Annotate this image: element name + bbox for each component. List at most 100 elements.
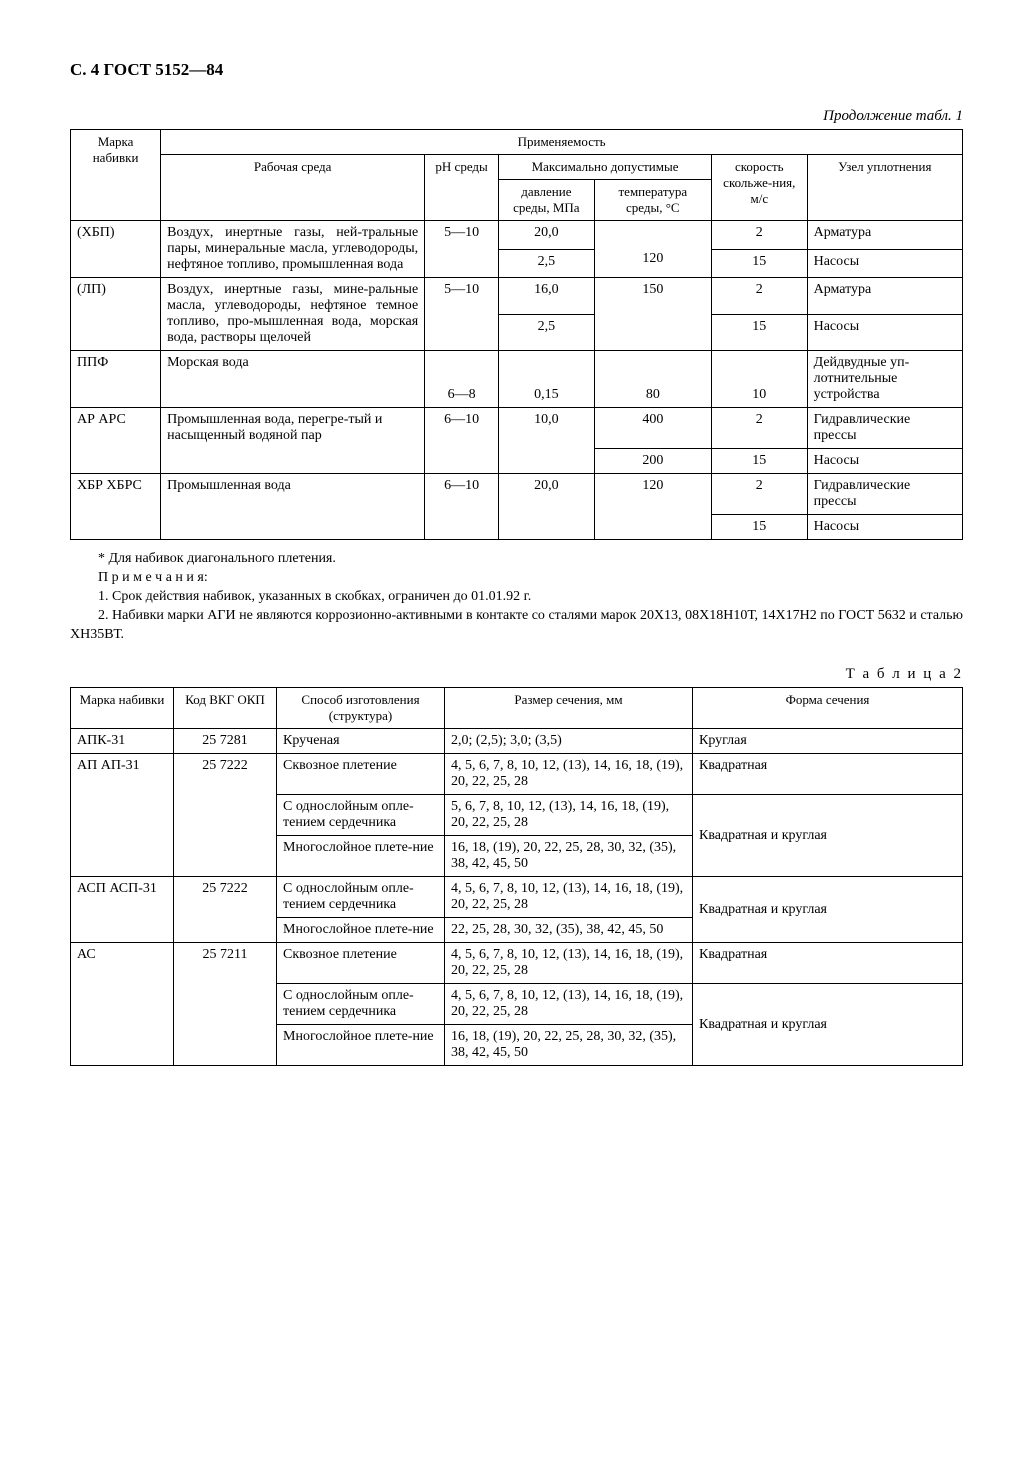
t2-th-method: Способ изготовления (структура) — [277, 688, 445, 729]
cell: (ЛП) — [71, 278, 161, 351]
cell: ППФ — [71, 351, 161, 408]
note-1: 1. Срок действия набивок, указанных в ск… — [70, 588, 963, 607]
cell: (ХБП) — [71, 221, 161, 278]
cell: 20,0 — [499, 221, 595, 250]
cell: С однослойным опле-тением сердечника — [277, 984, 445, 1025]
cell: 4, 5, 6, 7, 8, 10, 12, (13), 14, 16, 18,… — [445, 877, 693, 918]
cell: АР АРС — [71, 408, 161, 474]
note-star: * Для набивок диагонального плетения. — [70, 550, 963, 569]
cell: 5, 6, 7, 8, 10, 12, (13), 14, 16, 18, (1… — [445, 795, 693, 836]
cell: Промышленная вода, перегре-тый и насыщен… — [161, 408, 425, 474]
cell: 6—10 — [425, 474, 499, 540]
cell: ХБР ХБРС — [71, 474, 161, 540]
th-medium: Рабочая среда — [161, 155, 425, 221]
th-speed: скорость скольже-ния, м/с — [711, 155, 807, 221]
cell: 6—8 — [425, 351, 499, 408]
table2: Марка набивки Код ВКГ ОКП Способ изготов… — [70, 687, 963, 1066]
t2-th-shape: Форма сечения — [693, 688, 963, 729]
th-unit: Узел уплотнения — [807, 155, 962, 221]
cell: 2 — [711, 408, 807, 449]
table2-caption: Т а б л и ц а 2 — [70, 666, 963, 683]
cell: 5—10 — [425, 221, 499, 278]
cell: 2,5 — [499, 249, 595, 278]
cell: 20,0 — [499, 474, 595, 540]
cell: 2 — [711, 221, 807, 250]
cell: Круглая — [693, 729, 963, 754]
th-applicability: Применяемость — [161, 130, 963, 155]
cell: Промышленная вода — [161, 474, 425, 540]
cell: 2,0; (2,5); 3,0; (3,5) — [445, 729, 693, 754]
cell: 25 7222 — [174, 754, 277, 877]
cell: Квадратная и круглая — [693, 984, 963, 1066]
cell: 150 — [594, 278, 711, 351]
cell: Квадратная и круглая — [693, 795, 963, 877]
page-header: С. 4 ГОСТ 5152—84 — [70, 60, 963, 80]
cell: 2 — [711, 278, 807, 315]
cell: АС — [71, 943, 174, 1066]
cell: 5—10 — [425, 278, 499, 351]
cell: Гидравлические прессы — [807, 408, 962, 449]
th-brand: Марка набивки — [71, 130, 161, 221]
cell: 22, 25, 28, 30, 32, (35), 38, 42, 45, 50 — [445, 918, 693, 943]
cell: 15 — [711, 249, 807, 278]
t2-th-brand: Марка набивки — [71, 688, 174, 729]
cell: АСП АСП-31 — [71, 877, 174, 943]
cell: Арматура — [807, 221, 962, 250]
cell: 15 — [711, 314, 807, 351]
cell: Дейдвудные уп-лотнительные устройства — [807, 351, 962, 408]
notes-block: * Для набивок диагонального плетения. П … — [70, 550, 963, 644]
cell: 4, 5, 6, 7, 8, 10, 12, (13), 14, 16, 18,… — [445, 754, 693, 795]
cell: 25 7222 — [174, 877, 277, 943]
cell: 4, 5, 6, 7, 8, 10, 12, (13), 14, 16, 18,… — [445, 984, 693, 1025]
t2-th-code: Код ВКГ ОКП — [174, 688, 277, 729]
cell: 400 — [594, 408, 711, 449]
cell: АП АП-31 — [71, 754, 174, 877]
table1-caption: Продолжение табл. 1 — [70, 108, 963, 125]
cell: 120 — [594, 474, 711, 540]
cell: 0,15 — [499, 351, 595, 408]
cell: С однослойным опле-тением сердечника — [277, 795, 445, 836]
th-ph: pH среды — [425, 155, 499, 221]
t2-th-size: Размер сечения, мм — [445, 688, 693, 729]
cell: С однослойным опле-тением сердечника — [277, 877, 445, 918]
cell: АПК-31 — [71, 729, 174, 754]
cell: 2 — [711, 474, 807, 515]
th-temp: температура среды, °С — [594, 180, 711, 221]
cell: 16,0 — [499, 278, 595, 315]
cell: 25 7281 — [174, 729, 277, 754]
cell: Насосы — [807, 515, 962, 540]
cell: Квадратная — [693, 943, 963, 984]
cell: Воздух, инертные газы, ней-тральные пары… — [161, 221, 425, 278]
cell: Сквозное плетение — [277, 943, 445, 984]
cell: Квадратная — [693, 754, 963, 795]
cell: Многослойное плете-ние — [277, 836, 445, 877]
note-2: 2. Набивки марки АГИ не являются коррози… — [70, 607, 963, 645]
cell: Насосы — [807, 449, 962, 474]
cell: Морская вода — [161, 351, 425, 408]
cell: Насосы — [807, 314, 962, 351]
cell: 15 — [711, 515, 807, 540]
cell: Сквозное плетение — [277, 754, 445, 795]
cell: 16, 18, (19), 20, 22, 25, 28, 30, 32, (3… — [445, 836, 693, 877]
cell: 4, 5, 6, 7, 8, 10, 12, (13), 14, 16, 18,… — [445, 943, 693, 984]
cell: 120 — [594, 221, 711, 278]
cell: Арматура — [807, 278, 962, 315]
cell: 25 7211 — [174, 943, 277, 1066]
cell: 200 — [594, 449, 711, 474]
cell: 80 — [594, 351, 711, 408]
cell: Многослойное плете-ние — [277, 918, 445, 943]
cell: 2,5 — [499, 314, 595, 351]
th-pressure: давление среды, МПа — [499, 180, 595, 221]
table1: Марка набивки Применяемость Рабочая сред… — [70, 129, 963, 540]
cell: 10 — [711, 351, 807, 408]
th-limits: Максимально допустимые — [499, 155, 712, 180]
cell: Квадратная и круглая — [693, 877, 963, 943]
cell: Многослойное плете-ние — [277, 1025, 445, 1066]
note-label: П р и м е ч а н и я: — [70, 569, 963, 588]
cell: 16, 18, (19), 20, 22, 25, 28, 30, 32, (3… — [445, 1025, 693, 1066]
cell: Крученая — [277, 729, 445, 754]
cell: 15 — [711, 449, 807, 474]
cell: Гидравлические прессы — [807, 474, 962, 515]
cell: Воздух, инертные газы, мине-ральные масл… — [161, 278, 425, 351]
cell: Насосы — [807, 249, 962, 278]
